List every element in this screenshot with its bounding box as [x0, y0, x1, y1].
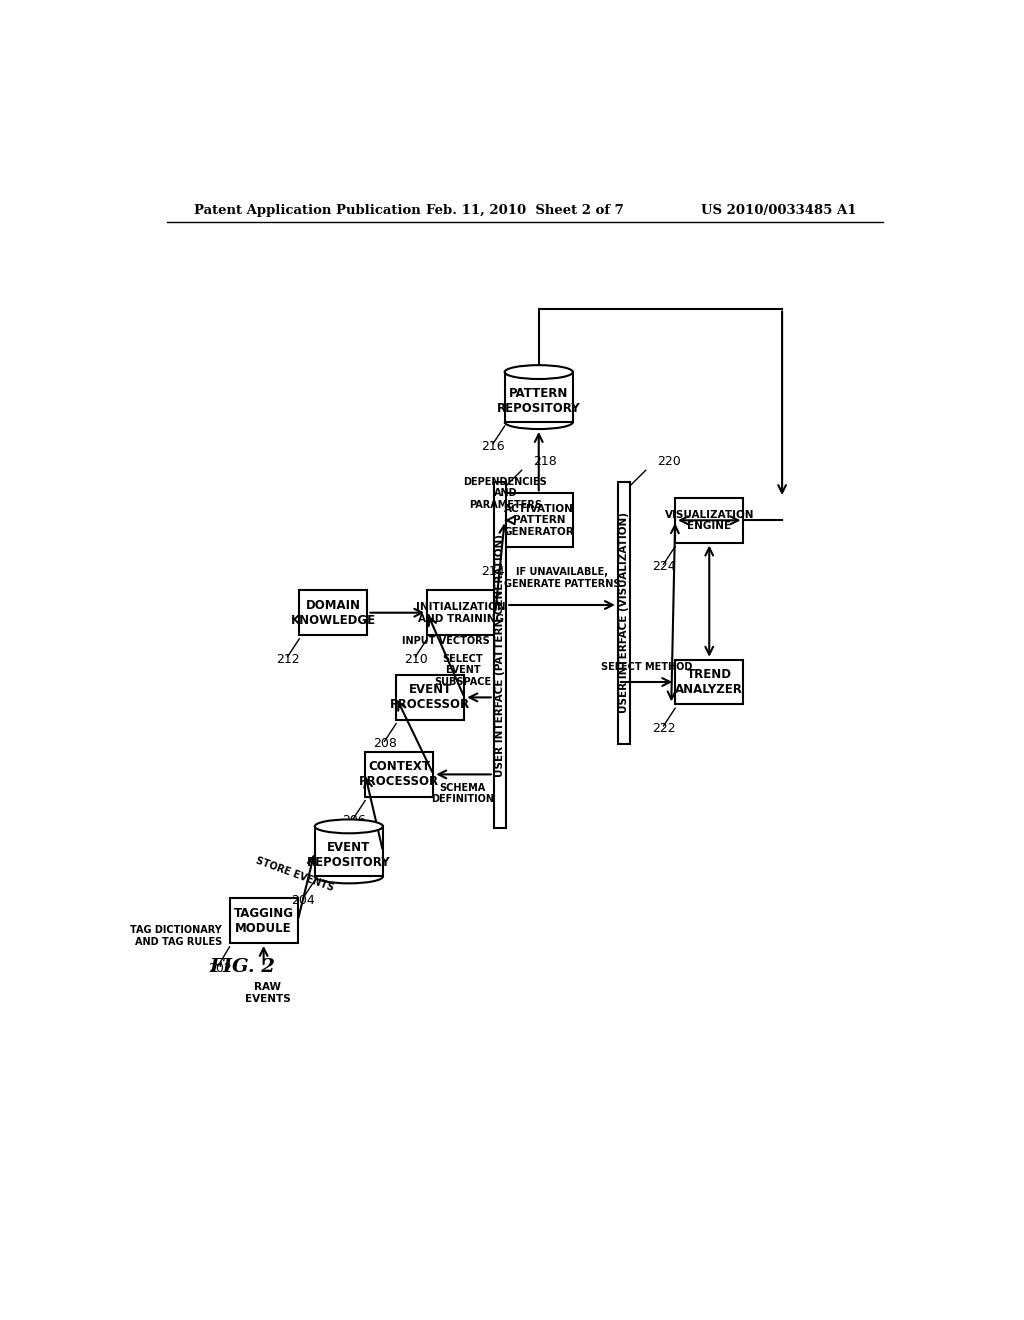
- Text: SELECT
EVENT
SUBSPACE: SELECT EVENT SUBSPACE: [434, 653, 492, 686]
- Text: ACTIVATION
PATTERN
GENERATOR: ACTIVATION PATTERN GENERATOR: [504, 504, 574, 537]
- Bar: [396, 675, 464, 719]
- Text: EVENT
PROCESSOR: EVENT PROCESSOR: [390, 684, 470, 711]
- Text: 220: 220: [657, 455, 681, 467]
- Text: 210: 210: [403, 653, 428, 665]
- Ellipse shape: [505, 366, 572, 379]
- Bar: [229, 899, 298, 942]
- Text: 208: 208: [373, 738, 396, 751]
- Text: INITIALIZATION
AND TRAINING: INITIALIZATION AND TRAINING: [417, 602, 506, 623]
- Text: TAG DICTIONARY
AND TAG RULES: TAG DICTIONARY AND TAG RULES: [130, 925, 222, 946]
- Bar: [427, 590, 496, 635]
- Text: PATTERN
REPOSITORY: PATTERN REPOSITORY: [497, 387, 581, 414]
- Bar: [505, 494, 572, 548]
- Text: 202: 202: [208, 962, 231, 975]
- Bar: [505, 372, 572, 422]
- Text: FIG. 2: FIG. 2: [209, 958, 275, 975]
- Text: TAGGING
MODULE: TAGGING MODULE: [233, 907, 294, 935]
- Bar: [617, 482, 630, 743]
- Bar: [675, 660, 743, 705]
- Text: 218: 218: [534, 455, 557, 467]
- Text: 214: 214: [481, 565, 505, 578]
- Bar: [314, 826, 383, 876]
- Text: STORE EVENTS: STORE EVENTS: [254, 855, 335, 894]
- Text: INPUT VECTORS: INPUT VECTORS: [401, 636, 489, 647]
- Text: 222: 222: [652, 722, 676, 735]
- Bar: [299, 590, 368, 635]
- Text: SCHEMA
DEFINITION: SCHEMA DEFINITION: [431, 783, 495, 804]
- Text: IF UNAVAILABLE,
GENERATE PATTERNS: IF UNAVAILABLE, GENERATE PATTERNS: [504, 568, 621, 589]
- Text: USER INTERFACE (VISUALIZATION): USER INTERFACE (VISUALIZATION): [618, 512, 629, 713]
- Text: DEPENDENCIES
AND
PARAMETERS: DEPENDENCIES AND PARAMETERS: [464, 477, 547, 510]
- Text: 224: 224: [652, 561, 676, 573]
- Bar: [675, 498, 743, 543]
- Text: SELECT METHOD: SELECT METHOD: [601, 661, 692, 672]
- Text: 216: 216: [481, 440, 505, 453]
- Text: TREND
ANALYZER: TREND ANALYZER: [675, 668, 743, 696]
- Text: 204: 204: [292, 894, 315, 907]
- Text: RAW
EVENTS: RAW EVENTS: [245, 982, 291, 1005]
- Text: 212: 212: [276, 653, 300, 665]
- Text: US 2010/0033485 A1: US 2010/0033485 A1: [701, 205, 856, 218]
- Text: DOMAIN
KNOWLEDGE: DOMAIN KNOWLEDGE: [291, 599, 376, 627]
- Text: Patent Application Publication: Patent Application Publication: [194, 205, 421, 218]
- Bar: [494, 482, 506, 829]
- Text: USER INTERFACE (PATTERN GENERATION): USER INTERFACE (PATTERN GENERATION): [495, 533, 505, 776]
- Ellipse shape: [314, 820, 383, 833]
- Text: 206: 206: [342, 814, 366, 828]
- Text: VISUALIZATION
ENGINE: VISUALIZATION ENGINE: [665, 510, 754, 531]
- Text: EVENT
REPOSITORY: EVENT REPOSITORY: [307, 841, 391, 870]
- Text: CONTEXT
PROCESSOR: CONTEXT PROCESSOR: [359, 760, 439, 788]
- Text: Feb. 11, 2010  Sheet 2 of 7: Feb. 11, 2010 Sheet 2 of 7: [426, 205, 624, 218]
- Bar: [366, 752, 433, 797]
